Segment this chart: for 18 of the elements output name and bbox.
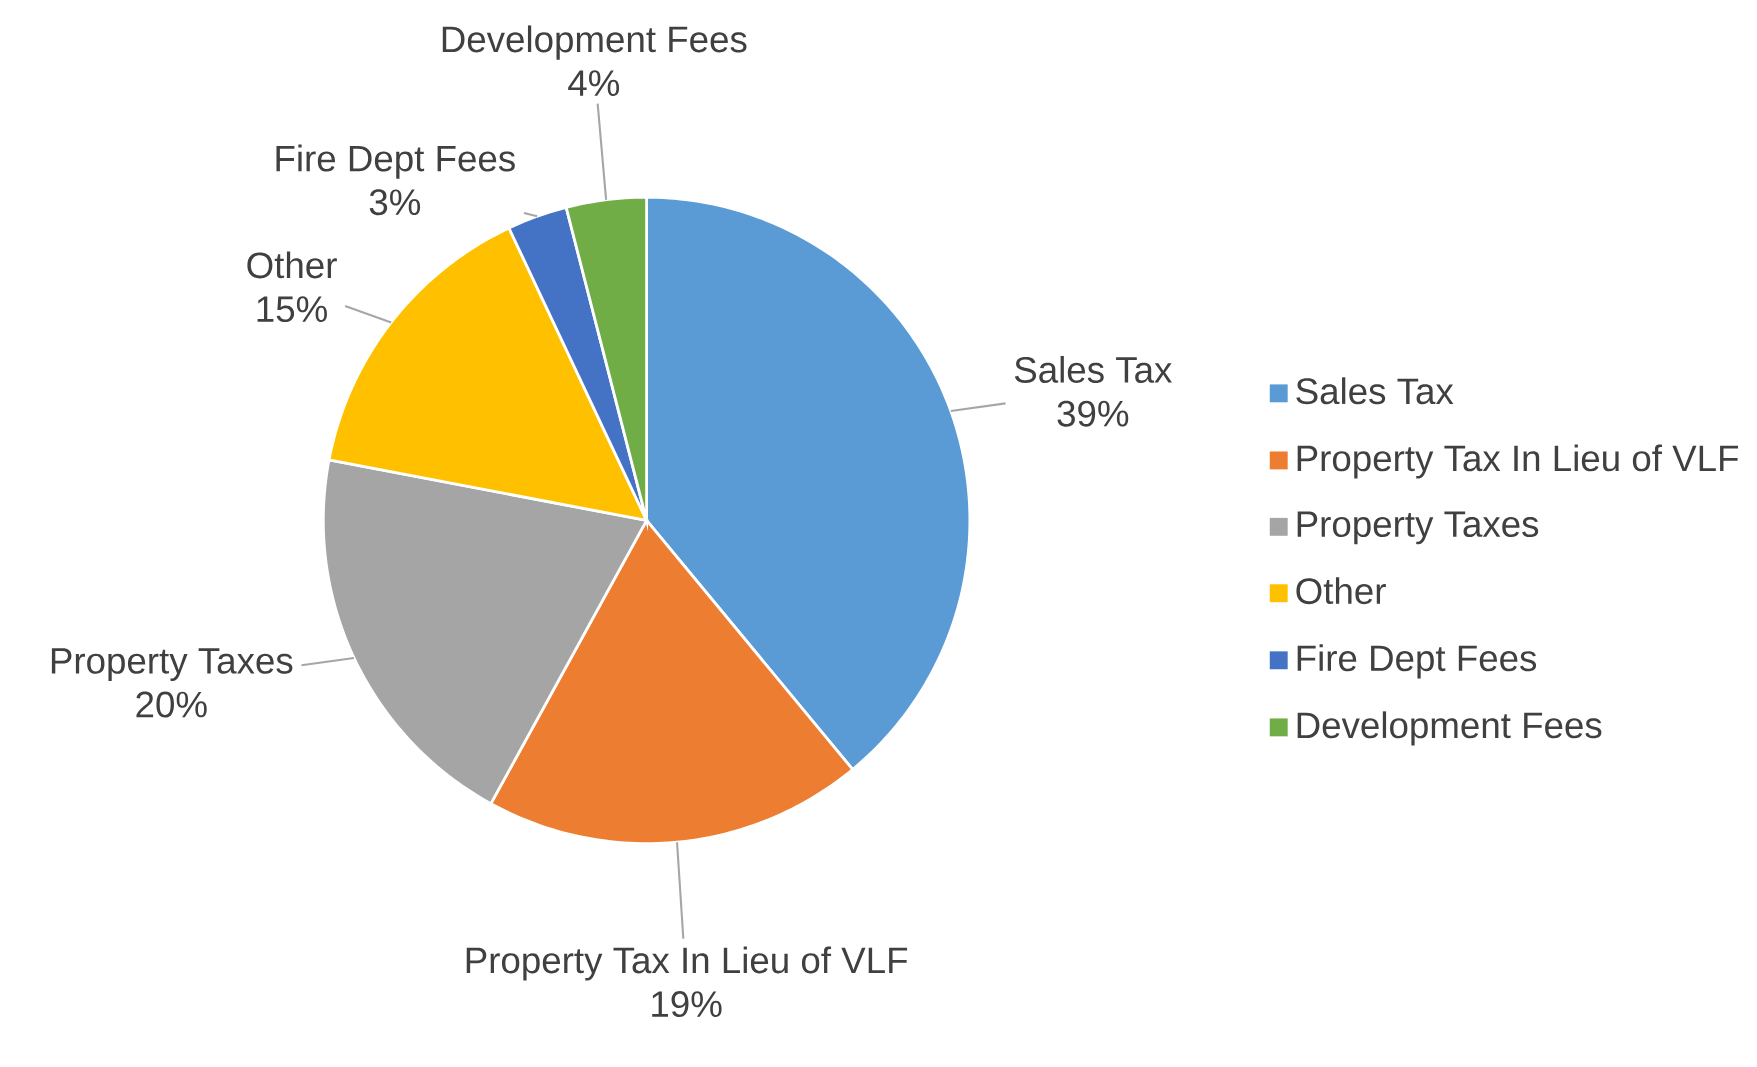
slice-label: Development Fees bbox=[442, 25, 747, 60]
slice-label: Property Tax In Lieu of VLF bbox=[466, 946, 908, 981]
legend-label: Development Fees bbox=[1297, 711, 1602, 746]
data-label: 4% bbox=[568, 70, 620, 97]
data-label: 3% bbox=[369, 189, 421, 216]
data-label: 19% bbox=[652, 991, 722, 1018]
legend-label: Sales Tax bbox=[1296, 377, 1454, 405]
slice-label: Property Taxes bbox=[51, 648, 293, 682]
data-label: 15% bbox=[257, 296, 327, 323]
legend-label: Property Taxes bbox=[1297, 511, 1539, 545]
legend-label: Property Tax In Lieu of VLF bbox=[1297, 444, 1739, 479]
slice-label: Fire Dept Fees bbox=[276, 144, 515, 179]
data-label: 39% bbox=[1057, 400, 1129, 427]
slice-label: Sales Tax bbox=[1014, 356, 1172, 384]
legend-label: Fire Dept Fees bbox=[1297, 644, 1537, 679]
legend-label: Other bbox=[1296, 577, 1386, 605]
data-label: 20% bbox=[136, 691, 207, 718]
slice-label: Other bbox=[247, 251, 337, 279]
